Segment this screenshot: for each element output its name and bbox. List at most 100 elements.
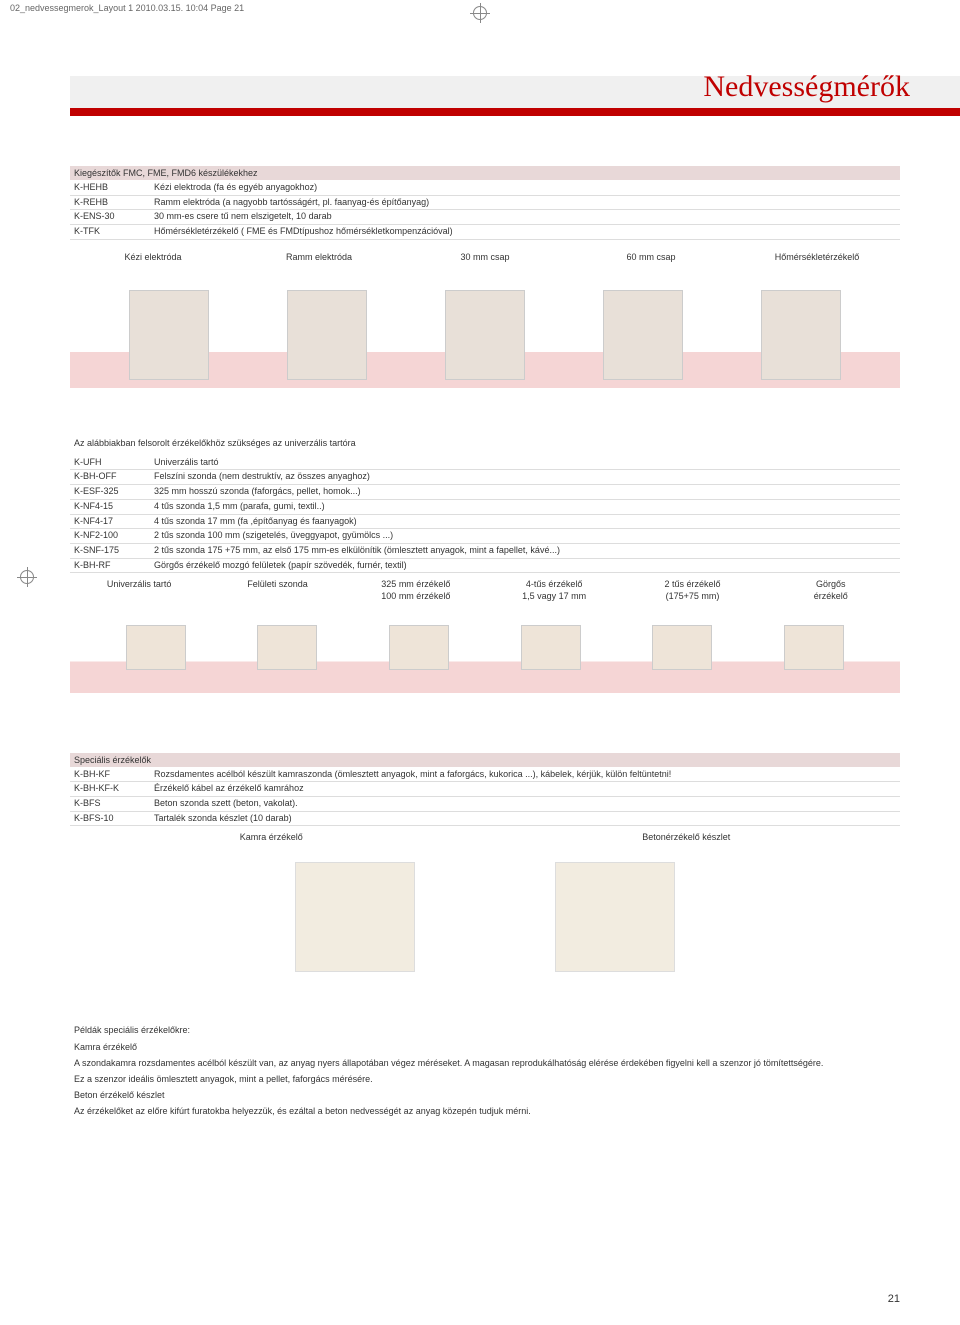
- product-image-placeholder: [287, 290, 367, 380]
- caption-line: Görgős: [816, 579, 846, 589]
- page-title: Nedvességmérők: [703, 70, 910, 104]
- spec-code: K-UFH: [74, 457, 154, 469]
- title-bar: Nedvességmérők: [0, 56, 960, 116]
- caption: Kamra érzékelő: [240, 832, 303, 842]
- spec-code: K-BH-KF-K: [74, 783, 154, 795]
- product-image-placeholder: [445, 290, 525, 380]
- caption: Hőmérsékletérzékelő: [734, 252, 900, 262]
- caption: Univerzális tartó: [70, 579, 208, 602]
- section2-image-strip: [70, 603, 900, 693]
- spec-row: K-SNF-175 2 tűs szonda 175 +75 mm, az el…: [70, 544, 900, 559]
- spec-desc: Hőmérsékletérzékelő ( FME és FMDtípushoz…: [154, 226, 896, 238]
- spec-row: K-BFS-10 Tartalék szonda készlet (10 dar…: [70, 812, 900, 827]
- spec-row: K-BH-KF Rozsdamentes acélból készült kam…: [70, 768, 900, 783]
- spec-row: K-BFS Beton szonda szett (beton, vakolat…: [70, 797, 900, 812]
- spec-row: K-BH-RF Görgős érzékelő mozgó felületek …: [70, 559, 900, 574]
- product-image-placeholder: [257, 625, 317, 670]
- spec-desc: Univerzális tartó: [154, 457, 896, 469]
- spec-row: K-TFK Hőmérsékletérzékelő ( FME és FMDtí…: [70, 225, 900, 240]
- spec-row: K-NF4-15 4 tűs szonda 1,5 mm (parafa, gu…: [70, 500, 900, 515]
- spec-row: K-ESF-325 325 mm hosszú szonda (faforgác…: [70, 485, 900, 500]
- spec-code: K-ESF-325: [74, 486, 154, 498]
- spec-desc: Felszíni szonda (nem destruktív, az össz…: [154, 471, 896, 483]
- spec-desc: 325 mm hosszú szonda (faforgács, pellet,…: [154, 486, 896, 498]
- examples-p1: A szondakamra rozsdamentes acélból készü…: [70, 1055, 900, 1071]
- caption-line: 4-tűs érzékelő: [526, 579, 583, 589]
- spec-code: K-BH-KF: [74, 769, 154, 781]
- spec-desc: 4 tűs szonda 1,5 mm (parafa, gumi, texti…: [154, 501, 896, 513]
- caption: 2 tűs érzékelő (175+75 mm): [623, 579, 761, 602]
- product-image-placeholder: [129, 290, 209, 380]
- caption-line: 325 mm érzékelő: [381, 579, 450, 589]
- spec-code: K-SNF-175: [74, 545, 154, 557]
- spec-desc: Rozsdamentes acélból készült kamraszonda…: [154, 769, 896, 781]
- caption-line: Felületi szonda: [247, 579, 308, 589]
- caption-line: (175+75 mm): [666, 591, 720, 601]
- spec-code: K-NF2-100: [74, 530, 154, 542]
- spec-code: K-NF4-15: [74, 501, 154, 513]
- section1-heading: Kiegészítők FMC, FME, FMD6 készülékekhez: [70, 166, 900, 180]
- caption: 30 mm csap: [402, 252, 568, 262]
- caption-line: 1,5 vagy 17 mm: [522, 591, 586, 601]
- caption-line: 2 tűs érzékelő: [664, 579, 720, 589]
- caption: Felületi szonda: [208, 579, 346, 602]
- spec-desc: 4 tűs szonda 17 mm (fa ,építőanyag és fa…: [154, 516, 896, 528]
- spec-desc: Ramm elektróda (a nagyobb tartósságért, …: [154, 197, 896, 209]
- spec-desc: Tartalék szonda készlet (10 darab): [154, 813, 896, 825]
- caption: Görgős érzékelő: [762, 579, 900, 602]
- spec-desc: Beton szonda szett (beton, vakolat).: [154, 798, 896, 810]
- spec-code: K-BFS: [74, 798, 154, 810]
- caption: Kézi elektróda: [70, 252, 236, 262]
- examples-sub2: Beton érzékelő készlet: [70, 1087, 900, 1103]
- section1-image-strip: [70, 268, 900, 388]
- caption: Betonérzékelő készlet: [642, 832, 730, 842]
- spec-row: K-HEHB Kézi elektroda (fa és egyéb anyag…: [70, 181, 900, 196]
- product-image-placeholder: [389, 625, 449, 670]
- spec-row: K-NF2-100 2 tűs szonda 100 mm (szigetelé…: [70, 529, 900, 544]
- spec-code: K-BH-OFF: [74, 471, 154, 483]
- spec-desc: Érzékelő kábel az érzékelő kamrához: [154, 783, 896, 795]
- section3-captions: Kamra érzékelő Betonérzékelő készlet: [70, 832, 900, 842]
- product-image-placeholder: [126, 625, 186, 670]
- section3-image-strip: [70, 842, 900, 992]
- spec-row: K-BH-KF-K Érzékelő kábel az érzékelő kam…: [70, 782, 900, 797]
- page-number: 21: [888, 1293, 900, 1305]
- caption: 60 mm csap: [568, 252, 734, 262]
- spec-row: K-ENS-30 30 mm-es csere tű nem elszigete…: [70, 210, 900, 225]
- product-image-placeholder: [603, 290, 683, 380]
- caption: Ramm elektróda: [236, 252, 402, 262]
- spec-desc: 30 mm-es csere tű nem elszigetelt, 10 da…: [154, 211, 896, 223]
- caption: 325 mm érzékelő 100 mm érzékelő: [347, 579, 485, 602]
- caption-line: érzékelő: [814, 591, 848, 601]
- spec-desc: 2 tűs szonda 100 mm (szigetelés, üveggya…: [154, 530, 896, 542]
- spec-code: K-REHB: [74, 197, 154, 209]
- page-content: Kiegészítők FMC, FME, FMD6 készülékekhez…: [0, 116, 960, 1139]
- product-image-placeholder: [295, 862, 415, 972]
- examples-heading: Példák speciális érzékelőkre:: [70, 1022, 900, 1038]
- registration-mark-top: [473, 6, 487, 20]
- spec-desc: Görgős érzékelő mozgó felületek (papír s…: [154, 560, 896, 572]
- section2-captions: Univerzális tartó Felületi szonda 325 mm…: [70, 579, 900, 602]
- registration-mark-side: [20, 570, 34, 584]
- caption-line: Univerzális tartó: [107, 579, 172, 589]
- spec-row: K-UFH Univerzális tartó: [70, 456, 900, 471]
- caption-line: 100 mm érzékelő: [381, 591, 450, 601]
- spec-code: K-NF4-17: [74, 516, 154, 528]
- spec-desc: 2 tűs szonda 175 +75 mm, az első 175 mm-…: [154, 545, 896, 557]
- examples-p2: Ez a szenzor ideális ömlesztett anyagok,…: [70, 1071, 900, 1087]
- examples-sub1: Kamra érzékelő: [70, 1039, 900, 1055]
- spec-row: K-REHB Ramm elektróda (a nagyobb tartóss…: [70, 196, 900, 211]
- spec-code: K-HEHB: [74, 182, 154, 194]
- spec-code: K-BH-RF: [74, 560, 154, 572]
- spec-code: K-TFK: [74, 226, 154, 238]
- product-image-placeholder: [761, 290, 841, 380]
- spec-code: K-BFS-10: [74, 813, 154, 825]
- caption: 4-tűs érzékelő 1,5 vagy 17 mm: [485, 579, 623, 602]
- spec-row: K-NF4-17 4 tűs szonda 17 mm (fa ,építőan…: [70, 515, 900, 530]
- title-red-band: [70, 108, 960, 116]
- section2-intro: Az alábbiakban felsorolt érzékelőkhöz sz…: [70, 418, 900, 456]
- product-image-placeholder: [521, 625, 581, 670]
- spec-desc: Kézi elektroda (fa és egyéb anyagokhoz): [154, 182, 896, 194]
- spec-code: K-ENS-30: [74, 211, 154, 223]
- examples-p3: Az érzékelőket az előre kifúrt furatokba…: [70, 1103, 900, 1119]
